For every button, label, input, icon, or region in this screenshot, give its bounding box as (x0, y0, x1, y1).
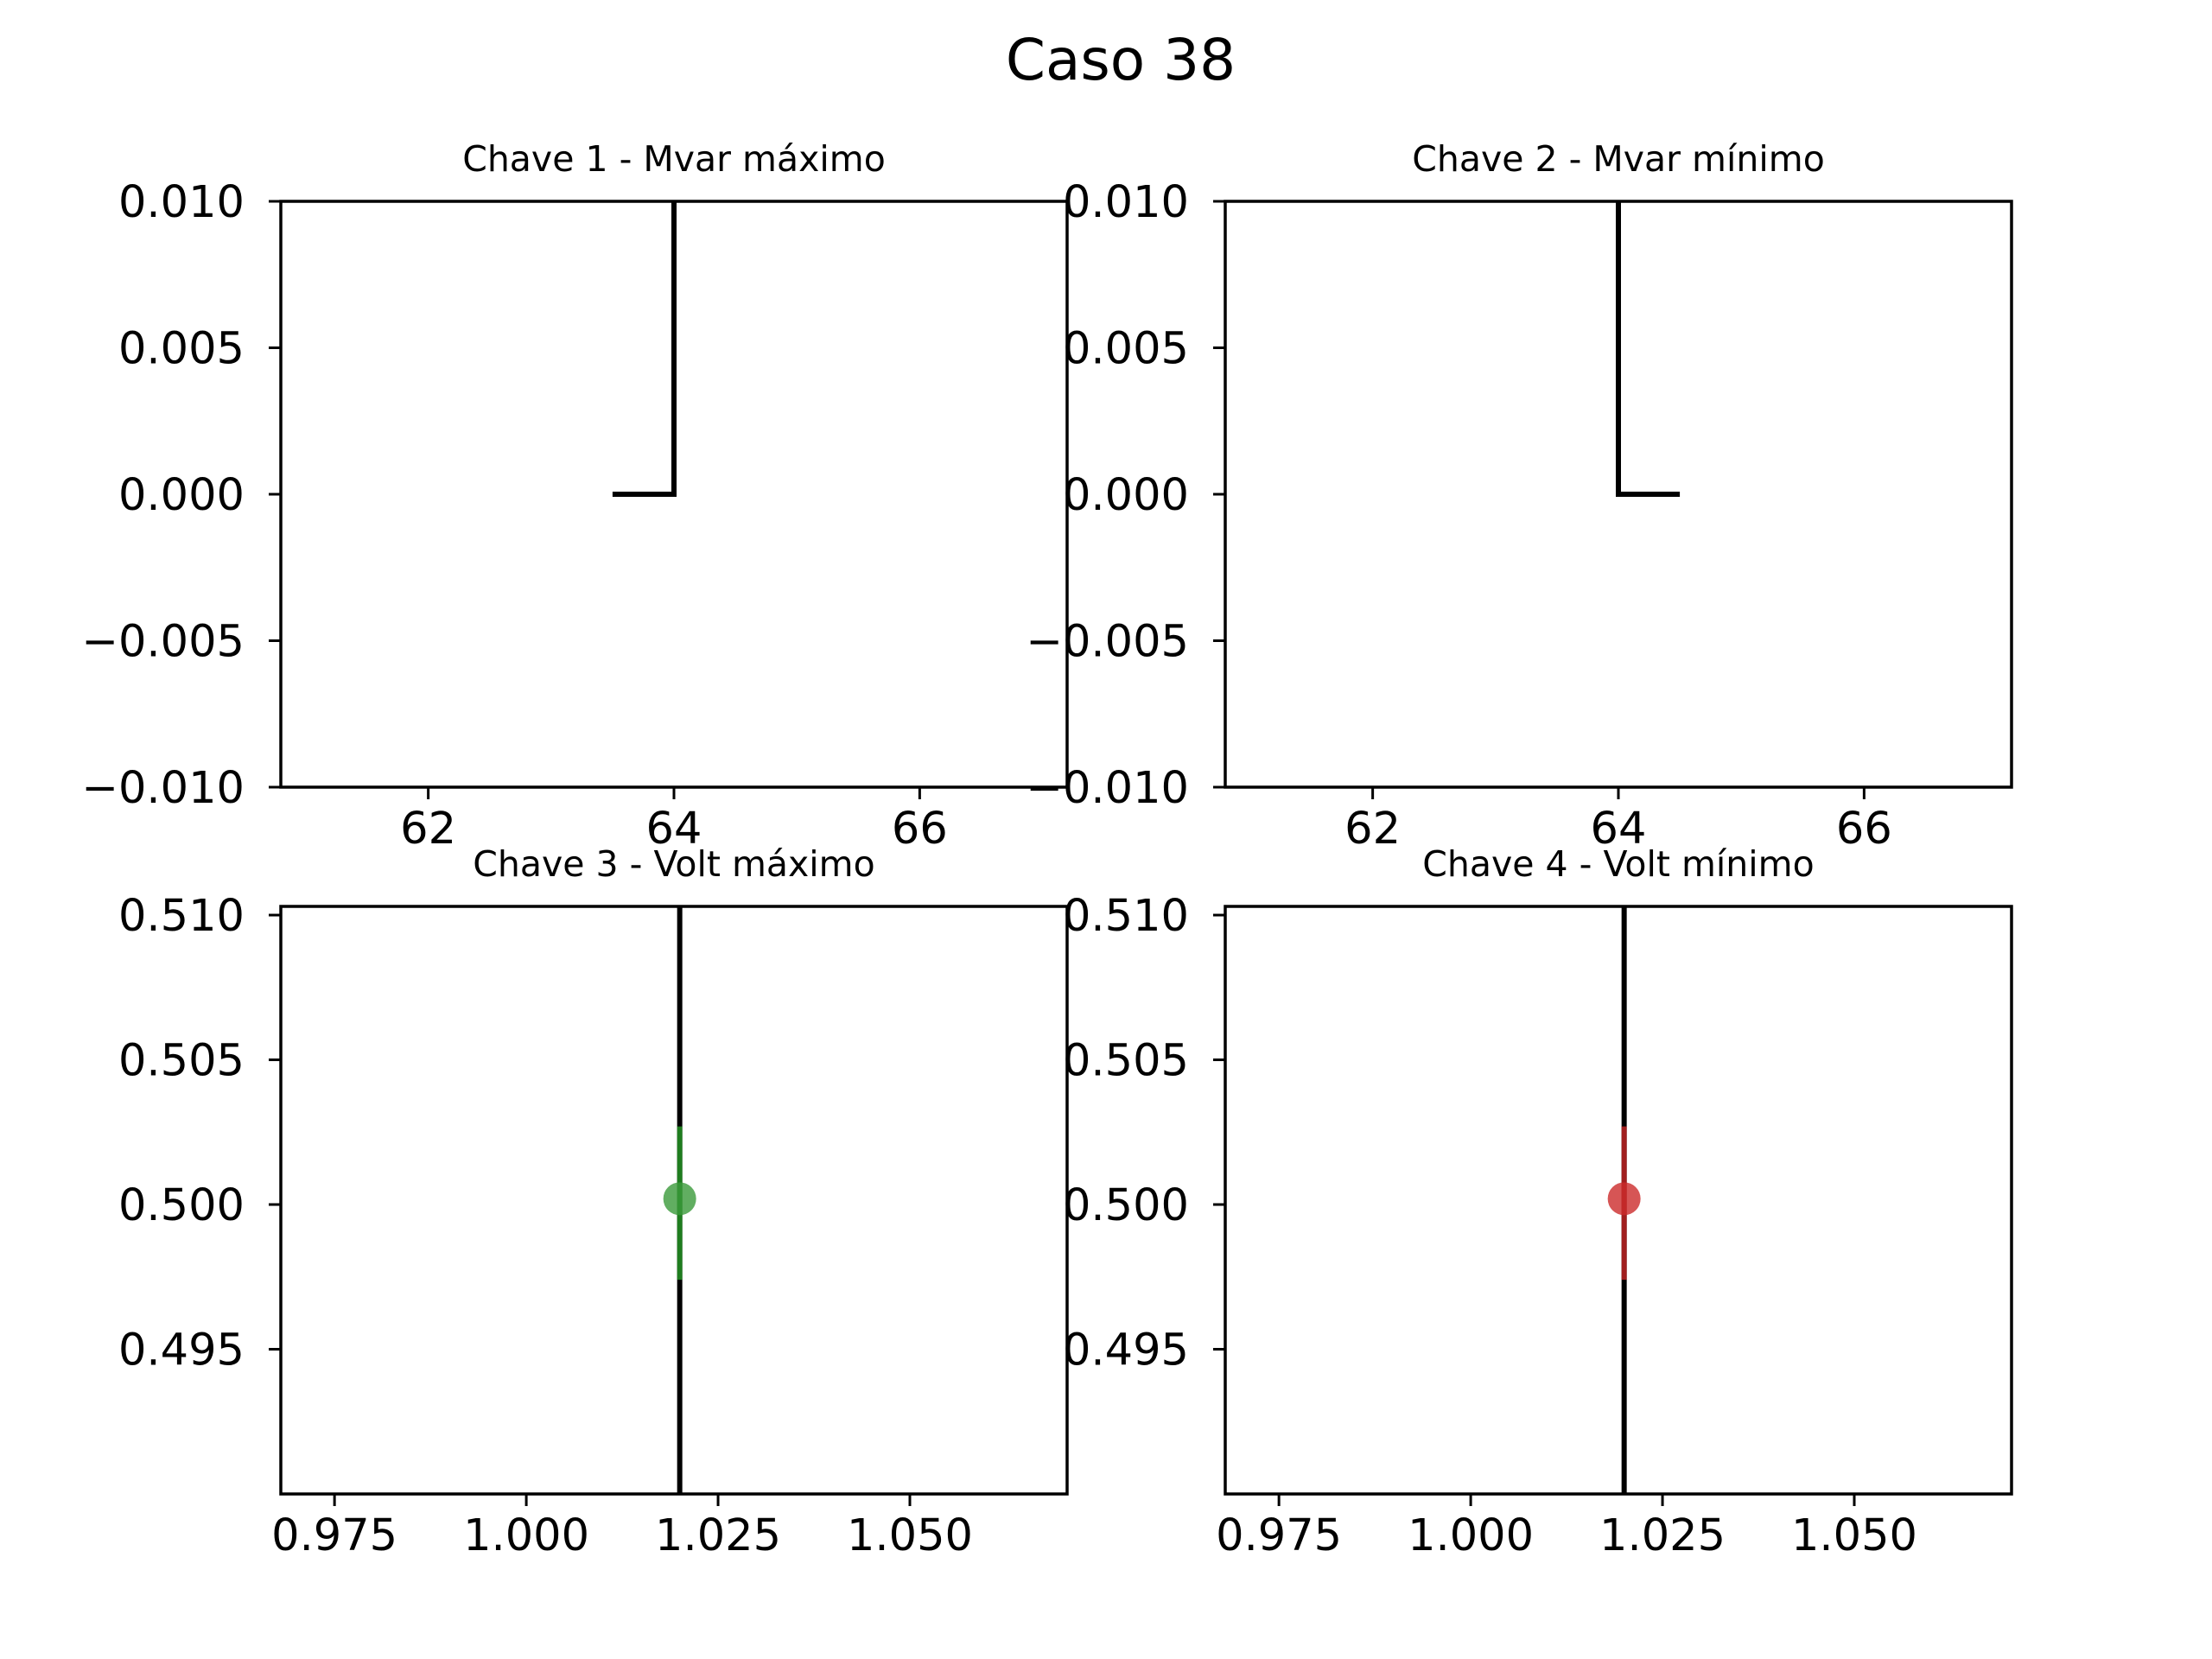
x-tick-label: 66 (892, 804, 948, 855)
figure-title: Caso 38 (1006, 27, 1236, 93)
y-tick-label: −0.010 (1026, 763, 1189, 814)
y-tick-label: −0.010 (81, 763, 245, 814)
y-tick-label: 0.500 (118, 1180, 245, 1231)
subplot-title: Chave 4 - Volt mínimo (1422, 843, 1814, 885)
axes-frame (1224, 905, 2013, 1496)
subplot-4: Chave 4 - Volt mínimo 0.975 1.000 1.025 1.05… (1063, 843, 2013, 1561)
x-tick-label: 1.000 (463, 1510, 589, 1561)
x-tick-label: 64 (1591, 804, 1647, 855)
x-tick-label: 1.025 (655, 1510, 781, 1561)
x-tick-label: 62 (400, 804, 456, 855)
axes-frame (279, 905, 1069, 1496)
subplot-title: Chave 1 - Mvar máximo (462, 138, 886, 180)
x-tick-label: 1.000 (1408, 1510, 1534, 1561)
series-line (1616, 201, 1681, 497)
y-tick-label: 0.000 (118, 470, 245, 521)
x-tick-label: 64 (646, 804, 702, 855)
y-tick-label: 0.495 (1063, 1325, 1189, 1376)
x-tick-label: 66 (1836, 804, 1892, 855)
x-tick-label: 1.050 (847, 1510, 973, 1561)
y-tick-label: −0.005 (1026, 617, 1189, 668)
subplot-title: Chave 2 - Mvar mínimo (1412, 138, 1825, 180)
y-tick-label: 0.010 (1063, 177, 1189, 228)
subplot-2: Chave 2 - Mvar mínimo 62 64 66 0.010 0.005 0.0… (1026, 138, 2013, 855)
y-tick-label: 0.505 (1063, 1036, 1189, 1087)
x-tick-label: 1.050 (1791, 1510, 1917, 1561)
data-point (1607, 1182, 1641, 1216)
y-tick-label: 0.505 (118, 1036, 245, 1087)
x-tick-label: 1.025 (1599, 1510, 1726, 1561)
y-tick-label: 0.000 (1063, 470, 1189, 521)
subplot-1: Chave 1 - Mvar máximo 62 64 66 0.010 0.005 0.0… (81, 138, 1069, 855)
y-tick-label: 0.005 (118, 324, 245, 375)
y-tick-label: 0.510 (1063, 891, 1189, 942)
y-tick-label: 0.495 (118, 1325, 245, 1376)
y-tick-label: 0.010 (118, 177, 245, 228)
y-tick-label: −0.005 (81, 617, 245, 668)
x-tick-label: 0.975 (1216, 1510, 1342, 1561)
y-tick-label: 0.500 (1063, 1180, 1189, 1231)
y-tick-label: 0.005 (1063, 324, 1189, 375)
subplot-title: Chave 3 - Volt máximo (473, 843, 874, 885)
y-tick-label: 0.510 (118, 891, 245, 942)
series-line (612, 201, 677, 497)
data-point (663, 1182, 696, 1216)
subplot-3: Chave 3 - Volt máximo 0.975 1.000 1.025 1.05… (118, 843, 1069, 1561)
x-tick-label: 62 (1344, 804, 1401, 855)
x-tick-label: 0.975 (271, 1510, 397, 1561)
